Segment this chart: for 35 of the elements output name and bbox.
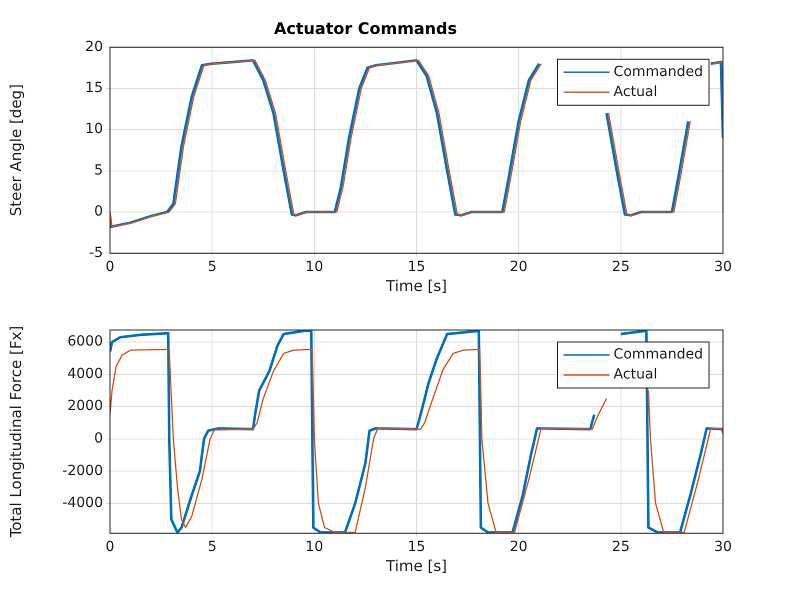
legend-label: Actual bbox=[614, 366, 658, 383]
y-tick-label: 5 bbox=[94, 162, 103, 178]
y-tick-label: 15 bbox=[85, 80, 103, 96]
y-tick-label: 20 bbox=[85, 38, 103, 55]
x-tick-label: 25 bbox=[612, 259, 630, 276]
x-axis-title: Time [s] bbox=[385, 556, 447, 575]
x-tick-label: 30 bbox=[714, 539, 732, 556]
x-axis-title: Time [s] bbox=[385, 276, 447, 295]
x-tick-label: 20 bbox=[510, 539, 528, 556]
legend-label: Commanded bbox=[614, 64, 704, 80]
x-tick-label: 30 bbox=[714, 259, 732, 276]
x-tick-label: 15 bbox=[408, 539, 426, 556]
x-tick-label: 15 bbox=[408, 259, 426, 276]
y-tick-label: -4000 bbox=[62, 495, 103, 512]
legend-label: Commanded bbox=[614, 346, 704, 363]
x-tick-label: 10 bbox=[305, 539, 324, 556]
y-tick-label: -2000 bbox=[62, 462, 103, 479]
legend-label: Actual bbox=[614, 84, 658, 100]
x-tick-label: 5 bbox=[208, 539, 217, 556]
x-tick-label: 20 bbox=[510, 259, 528, 276]
y-axis-title: Total Longitudinal Force [Fx] bbox=[6, 326, 25, 538]
y-tick-label: -5 bbox=[89, 244, 103, 261]
y-tick-label: 4000 bbox=[67, 366, 103, 382]
x-tick-label: 25 bbox=[612, 539, 630, 556]
y-tick-label: 0 bbox=[94, 204, 103, 220]
x-tick-label: 10 bbox=[305, 259, 324, 276]
y-tick-label: 2000 bbox=[67, 398, 103, 414]
y-tick-label: 10 bbox=[85, 121, 103, 138]
y-tick-label: 0 bbox=[94, 430, 103, 446]
y-tick-label: 6000 bbox=[67, 334, 103, 350]
x-tick-label: 0 bbox=[106, 259, 114, 276]
chart-title: Actuator Commands bbox=[274, 18, 458, 38]
x-tick-label: 5 bbox=[208, 259, 217, 276]
x-tick-label: 0 bbox=[106, 539, 114, 556]
y-axis-title: Steer Angle [deg] bbox=[6, 84, 25, 216]
